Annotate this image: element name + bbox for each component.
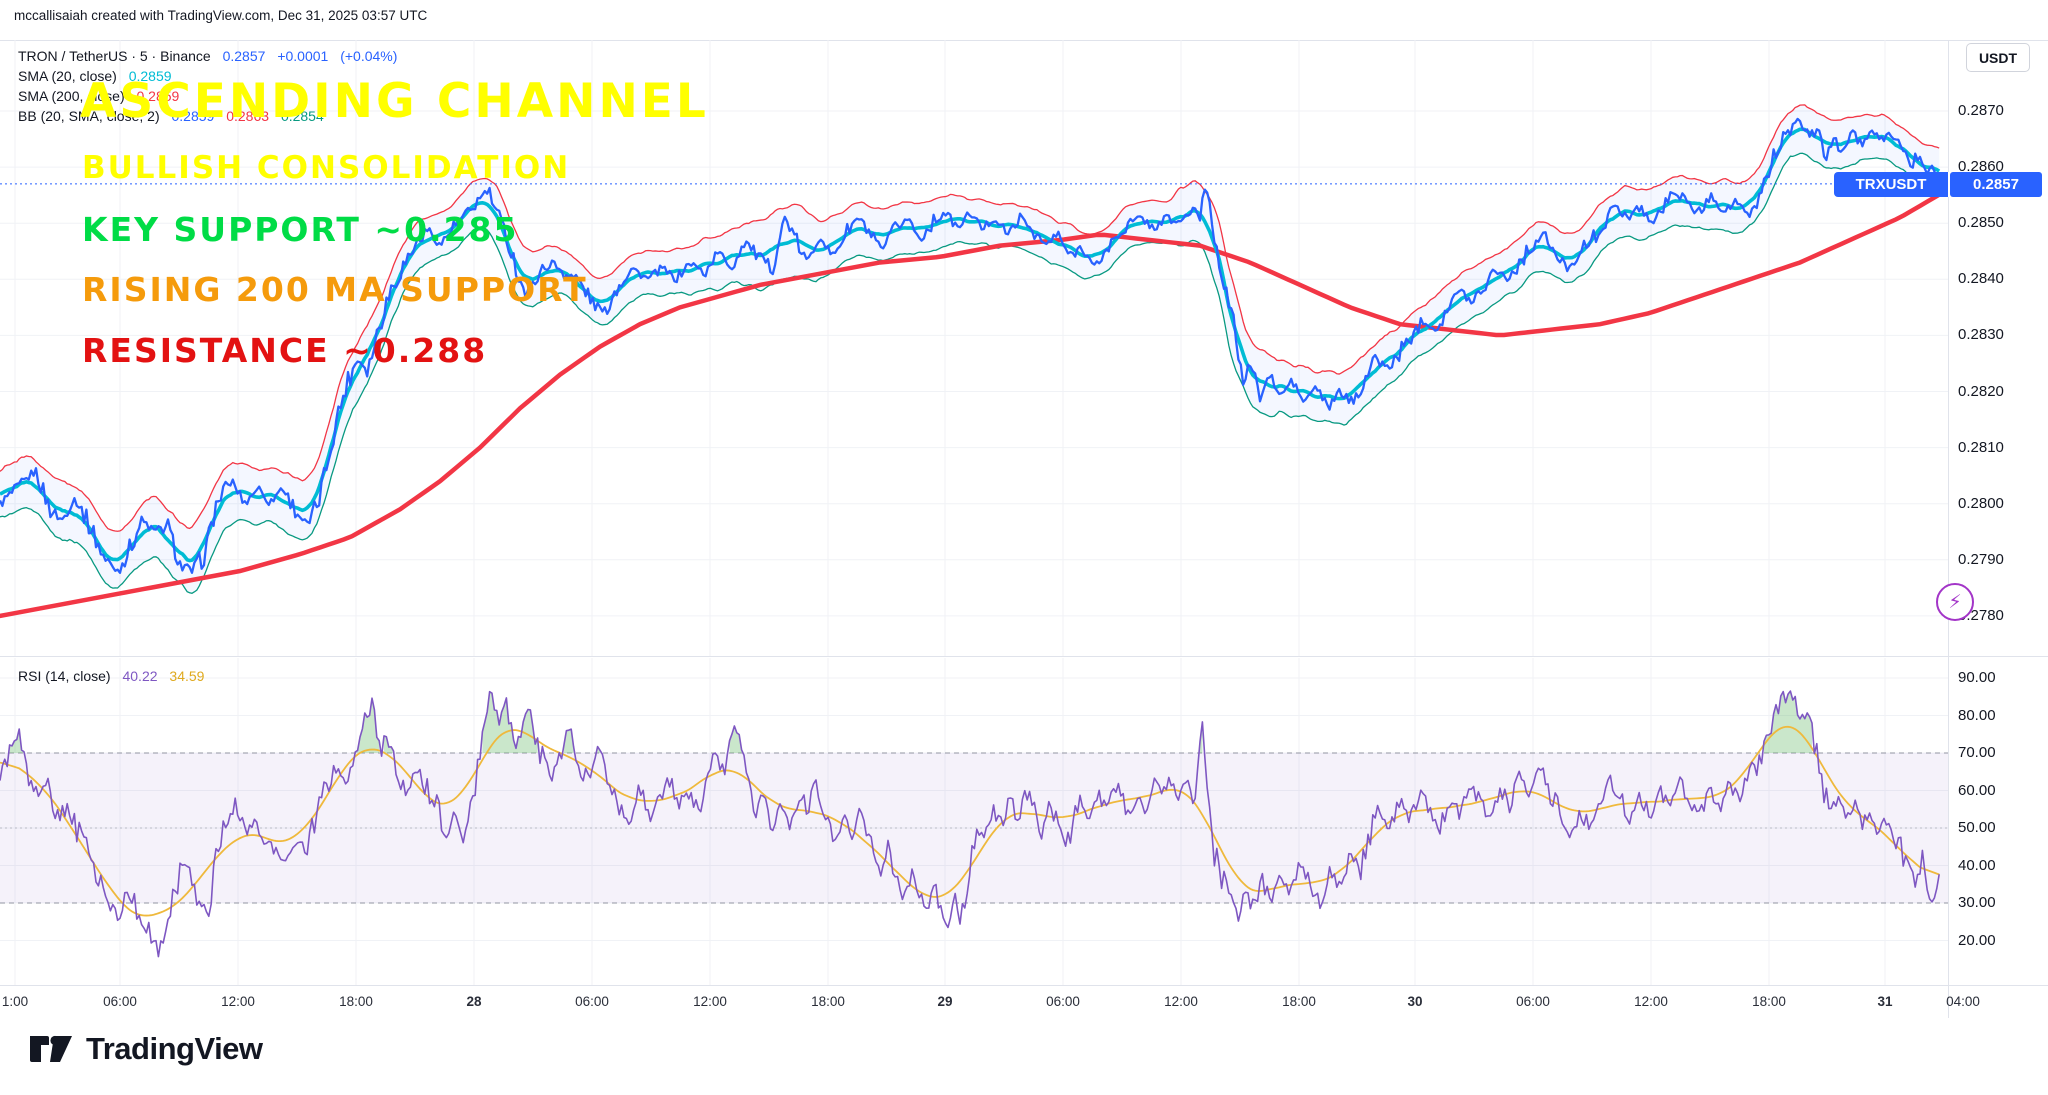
sma200-value: 0.2859: [136, 88, 180, 104]
boost-lightning-icon[interactable]: ⚡: [1936, 583, 1974, 621]
rsi-tick-label: 50.00: [1958, 819, 1996, 836]
sma20-label[interactable]: SMA (20, close): [18, 68, 117, 84]
rsi-pane-chart[interactable]: [0, 658, 1948, 985]
time-tick-label: 12:00: [221, 994, 255, 1009]
symbol-tag-label: TRXUSDT: [1855, 176, 1927, 193]
time-tick-label: 18:00: [1282, 994, 1316, 1009]
annotation-text: KEY SUPPORT ~0.285: [82, 210, 519, 249]
price-tick-label: 0.2830: [1958, 326, 2004, 344]
rsi-value: 40.22: [122, 668, 158, 684]
price-tick-label: 0.2800: [1958, 494, 2004, 512]
time-tick-label: 1:00: [1, 994, 29, 1009]
price-scale-divider: [1948, 40, 1949, 1018]
main-legend[interactable]: TRON / TetherUS · 5 · Binance 0.2857 +0.…: [18, 46, 397, 126]
annotation-text: RESISTANCE ~0.288: [82, 331, 488, 370]
sma200-label[interactable]: SMA (200, close): [18, 88, 125, 104]
price-tick-label: 0.2840: [1958, 270, 2004, 288]
bb-lower-value: 0.2854: [280, 108, 324, 124]
last-price-badge: 0.2857: [1950, 172, 2042, 197]
time-tick-label: 04:00: [1946, 994, 1980, 1009]
time-tick-label: 18:00: [339, 994, 373, 1009]
bb-legend-row[interactable]: BB (20, SMA, close, 2) 0.2859 0.2863 0.2…: [18, 106, 397, 126]
time-tick-label: 06:00: [1046, 994, 1080, 1009]
time-tick-label: 06:00: [1516, 994, 1550, 1009]
sma200-legend-row[interactable]: SMA (200, close) 0.2859: [18, 86, 397, 106]
time-tick-label: 28: [466, 994, 482, 1009]
rsi-tick-label: 20.00: [1958, 931, 1996, 949]
currency-toggle-button[interactable]: USDT: [1966, 43, 2030, 72]
price-tick-label: 0.2810: [1958, 438, 2004, 456]
bb-basis-value: 0.2859: [171, 108, 215, 124]
bb-label[interactable]: BB (20, SMA, close, 2): [18, 108, 160, 124]
annotation-text: RISING 200 MA SUPPORT: [82, 270, 588, 309]
attribution-text: mccallisaiah created with TradingView.co…: [14, 8, 428, 23]
time-tick-label: 12:00: [1634, 994, 1668, 1009]
symbol-title[interactable]: TRON / TetherUS · 5 · Binance: [18, 48, 211, 64]
price-pane-chart[interactable]: [0, 40, 1948, 656]
time-tick-label: 30: [1407, 994, 1423, 1009]
price-tick-label: 0.2870: [1958, 102, 2004, 119]
price-tick-label: 0.2850: [1958, 214, 2004, 232]
rsi-tick-label: 40.00: [1958, 856, 1996, 874]
tradingview-mark-icon: [30, 1035, 72, 1062]
sma20-value: 0.2859: [128, 68, 172, 84]
tradingview-logo[interactable]: TradingView: [28, 1030, 263, 1068]
currency-label: USDT: [1978, 49, 2018, 66]
bb-upper-value: 0.2863: [226, 108, 270, 124]
rsi-tick-label: 30.00: [1958, 894, 1996, 911]
time-tick-label: 18:00: [1752, 994, 1786, 1009]
last-price-badge-value: 0.2857: [1973, 176, 2019, 193]
rsi-tick-label: 80.00: [1958, 706, 1996, 724]
symbol-row[interactable]: TRON / TetherUS · 5 · Binance 0.2857 +0.…: [18, 46, 397, 66]
price-change-value: +0.0001: [277, 48, 329, 64]
price-tick-label: 0.2820: [1958, 382, 2004, 400]
time-tick-label: 29: [937, 994, 953, 1009]
rsi-ma-value: 34.59: [169, 668, 205, 684]
sma20-legend-row[interactable]: SMA (20, close) 0.2859: [18, 66, 397, 86]
annotation-text: ASCENDING CHANNEL: [80, 74, 709, 129]
price-tick-label: 0.2860: [1958, 158, 2004, 176]
annotation-text: BULLISH CONSOLIDATION: [82, 150, 571, 186]
price-tick-label: 0.2790: [1958, 550, 2004, 568]
time-tick-label: 18:00: [811, 994, 845, 1009]
brand-name: TradingView: [86, 1031, 263, 1066]
price-change-percent: (+0.04%): [340, 48, 398, 64]
time-tick-label: 12:00: [1164, 994, 1198, 1009]
rsi-tick-label: 70.00: [1958, 744, 1996, 761]
time-tick-label: 31: [1877, 994, 1893, 1009]
rsi-label[interactable]: RSI (14, close): [18, 668, 111, 684]
last-price-value: 0.2857: [222, 48, 266, 64]
time-tick-label: 06:00: [575, 994, 609, 1009]
header-divider: [0, 40, 2048, 41]
time-tick-label: 06:00: [103, 994, 137, 1009]
rsi-legend[interactable]: RSI (14, close) 40.22 34.59: [18, 668, 204, 684]
time-tick-label: 12:00: [693, 994, 727, 1009]
pane-divider[interactable]: [0, 656, 2048, 657]
rsi-tick-label: 60.00: [1958, 781, 1996, 799]
time-axis-divider: [0, 985, 2048, 986]
symbol-price-tag: TRXUSDT: [1834, 172, 1950, 197]
rsi-tick-label: 90.00: [1958, 669, 1996, 686]
